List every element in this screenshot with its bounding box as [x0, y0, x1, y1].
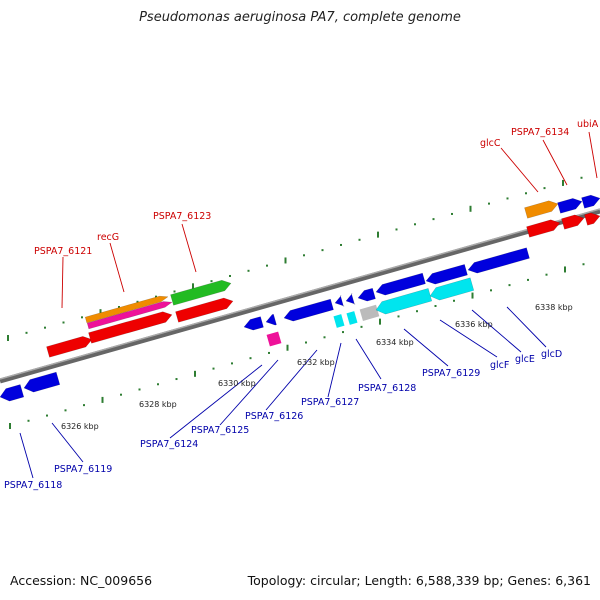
gene-label: glcD — [541, 349, 562, 360]
gene-orange — [84, 295, 169, 324]
gene-red-fwd — [584, 212, 600, 226]
gene-label: recG — [97, 232, 119, 243]
gene-orange-glcc — [524, 200, 559, 219]
gene-cyan-rev — [429, 277, 475, 301]
gene-blue-rev — [0, 384, 25, 402]
leader-line — [19, 432, 34, 479]
gene-magenta-recg — [86, 301, 173, 330]
gene-features — [0, 194, 600, 402]
gene-green — [170, 279, 232, 306]
gene-blue-rev — [265, 313, 277, 326]
gene-label: PSPA7_6118 — [4, 480, 62, 491]
leader-line — [506, 306, 547, 348]
leader-line — [61, 256, 64, 309]
leader-line — [471, 309, 522, 353]
kbp-label: 6330 kbp — [218, 379, 256, 388]
gene-label: PSPA7_6126 — [245, 411, 303, 422]
leader-line — [219, 359, 279, 426]
gene-label: PSPA7_6128 — [358, 383, 416, 394]
gene-blue-rev — [345, 293, 357, 305]
gene-blue-fwd — [557, 198, 583, 214]
leader-line — [500, 147, 539, 193]
accession-text: Accession: NC_009656 — [10, 573, 153, 588]
gene-labels: PSPA7_6121 recG PSPA7_6123 glcC PSPA7_6134 ub… — [4, 119, 599, 491]
leader-line — [109, 242, 125, 293]
leader-line — [542, 139, 568, 186]
kbp-label: 6328 kbp — [139, 400, 177, 409]
position-ticks — [7, 176, 585, 429]
gene-blue-fwd — [581, 194, 600, 209]
gene-label: PSPA7_6127 — [301, 397, 359, 408]
gene-label: PSPA7_6121 — [34, 246, 92, 257]
gene-label: glcC — [480, 138, 501, 149]
gene-label: PSPA7_6124 — [140, 439, 198, 450]
leader-line — [181, 223, 197, 273]
gene-blue-rev — [425, 264, 468, 285]
gene-magenta-small — [266, 331, 282, 347]
leader-line — [51, 422, 84, 463]
gene-label: PSPA7_6134 — [511, 127, 569, 138]
kbp-label: 6334 kbp — [376, 338, 414, 347]
gene-gray — [359, 304, 380, 321]
leader-line — [403, 328, 449, 367]
gene-red-fwd — [46, 336, 93, 358]
kbp-label: 6338 kbp — [535, 303, 573, 312]
gene-blue-rev — [23, 371, 61, 393]
gene-cyan-rev — [375, 288, 433, 315]
gene-red-fwd — [175, 297, 234, 323]
backbone — [0, 208, 600, 384]
leader-line — [327, 342, 342, 398]
gene-blue-rev — [357, 287, 376, 302]
gene-cyan — [333, 314, 345, 328]
genome-summary-text: Topology: circular; Length: 6,588,339 bp… — [247, 573, 591, 588]
gene-blue-rev — [243, 316, 264, 331]
gene-red-fwd — [561, 214, 585, 230]
leader-line — [169, 364, 263, 439]
gene-label: PSPA7_6119 — [54, 464, 112, 475]
gene-label: PSPA7_6129 — [422, 368, 480, 379]
gene-cyan — [346, 311, 358, 325]
gene-label: glcF — [490, 360, 509, 371]
leader-line — [355, 338, 382, 380]
gene-red-fwd — [526, 219, 561, 238]
kbp-label: 6326 kbp — [61, 422, 99, 431]
gene-label: PSPA7_6125 — [191, 425, 249, 436]
kbp-label: 6332 kbp — [297, 358, 335, 367]
leader-line — [439, 319, 498, 358]
gene-blue-rev — [467, 247, 530, 274]
label-leader-lines — [19, 131, 598, 479]
gene-label: PSPA7_6123 — [153, 211, 211, 222]
leader-line — [265, 349, 318, 411]
gene-label: glcE — [515, 354, 535, 365]
gene-red-fwd — [88, 311, 173, 344]
gene-blue-rev — [375, 272, 426, 296]
kbp-label: 6336 kbp — [455, 320, 493, 329]
map-title: Pseudomonas aeruginosa PA7, complete gen… — [139, 10, 461, 25]
gene-blue-rev — [283, 298, 334, 322]
leader-line — [588, 131, 598, 179]
gene-label: ubiA — [577, 119, 599, 130]
gene-blue-rev — [334, 295, 346, 307]
